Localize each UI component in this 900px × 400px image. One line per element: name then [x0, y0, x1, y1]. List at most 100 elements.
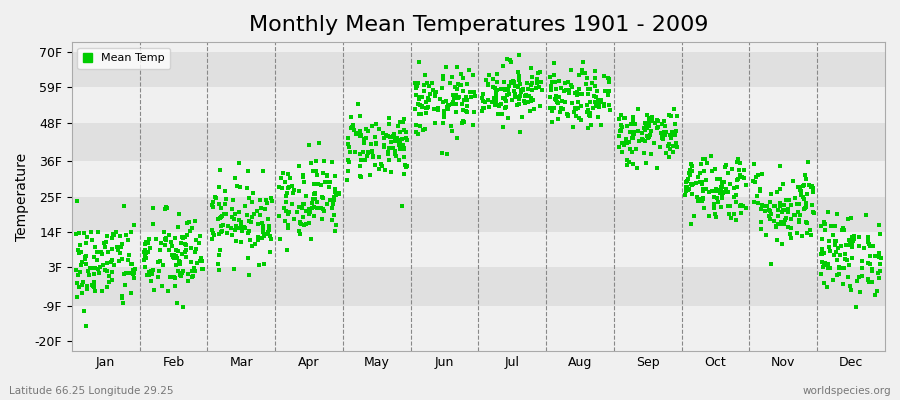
Point	[588, 83, 602, 90]
Point	[151, 259, 166, 266]
Point	[705, 168, 719, 174]
Point	[840, 256, 854, 263]
Point	[685, 168, 699, 174]
Point	[450, 135, 464, 141]
Point	[245, 214, 259, 220]
Point	[475, 95, 490, 102]
Point	[280, 190, 294, 196]
Point	[173, 259, 187, 266]
Point	[827, 252, 842, 258]
Point	[533, 68, 547, 75]
Point	[212, 231, 226, 237]
Point	[784, 216, 798, 222]
Point	[667, 106, 681, 112]
Point	[680, 176, 695, 182]
Point	[158, 242, 172, 249]
Point	[580, 125, 595, 132]
Point	[728, 192, 742, 198]
Point	[275, 170, 290, 176]
Point	[313, 182, 328, 188]
Point	[571, 105, 585, 112]
Point	[565, 84, 580, 91]
Point	[184, 225, 199, 231]
Point	[184, 245, 199, 251]
Point	[86, 270, 101, 277]
Point	[397, 154, 411, 160]
Point	[573, 117, 588, 124]
Point	[354, 151, 368, 158]
Point	[857, 244, 871, 251]
Point	[489, 96, 503, 103]
Point	[525, 87, 539, 93]
Point	[281, 171, 295, 178]
Point	[436, 99, 451, 105]
Point	[619, 162, 634, 168]
Point	[116, 300, 130, 306]
Point	[618, 138, 633, 145]
Point	[369, 141, 383, 147]
Point	[499, 97, 513, 104]
Point	[428, 93, 443, 99]
Point	[86, 283, 100, 290]
Point	[418, 72, 432, 78]
Point	[786, 178, 800, 184]
Point	[262, 224, 276, 230]
Point	[761, 213, 776, 219]
Point	[647, 140, 662, 147]
Point	[306, 196, 320, 202]
Point	[820, 284, 834, 290]
Point	[602, 102, 616, 108]
Point	[326, 196, 340, 203]
Point	[274, 185, 289, 192]
Point	[119, 270, 133, 276]
Point	[178, 249, 193, 255]
Point	[141, 240, 156, 246]
Point	[318, 179, 332, 185]
Point	[557, 88, 572, 95]
Point	[228, 210, 242, 217]
Point	[716, 184, 730, 190]
Point	[230, 183, 245, 190]
Point	[139, 255, 153, 261]
Point	[680, 177, 695, 184]
Point	[464, 94, 478, 100]
Point	[409, 84, 423, 91]
Point	[91, 266, 105, 272]
Point	[493, 86, 508, 92]
Point	[247, 211, 261, 218]
Point	[614, 128, 628, 134]
Point	[315, 216, 329, 222]
Point	[353, 113, 367, 120]
Point	[684, 221, 698, 228]
Point	[500, 56, 514, 63]
Point	[778, 196, 793, 203]
Point	[546, 72, 561, 78]
Bar	[72, 161, 885, 197]
Point	[580, 109, 594, 115]
Point	[415, 103, 429, 110]
Point	[770, 221, 785, 228]
Point	[438, 64, 453, 70]
Point	[307, 190, 321, 196]
Point	[104, 234, 119, 241]
Point	[533, 102, 547, 109]
Point	[303, 209, 318, 216]
Point	[253, 196, 267, 203]
Point	[814, 251, 828, 257]
Point	[594, 96, 608, 103]
Point	[178, 247, 193, 254]
Point	[598, 87, 612, 94]
Point	[423, 91, 437, 97]
Point	[218, 188, 232, 194]
Point	[379, 132, 393, 138]
Point	[240, 230, 255, 236]
Point	[281, 225, 295, 232]
Point	[226, 197, 240, 203]
Point	[86, 237, 100, 244]
Point	[397, 170, 411, 177]
Point	[83, 264, 97, 271]
Point	[491, 70, 505, 77]
Point	[138, 254, 152, 260]
Point	[395, 136, 410, 142]
Point	[127, 275, 141, 281]
